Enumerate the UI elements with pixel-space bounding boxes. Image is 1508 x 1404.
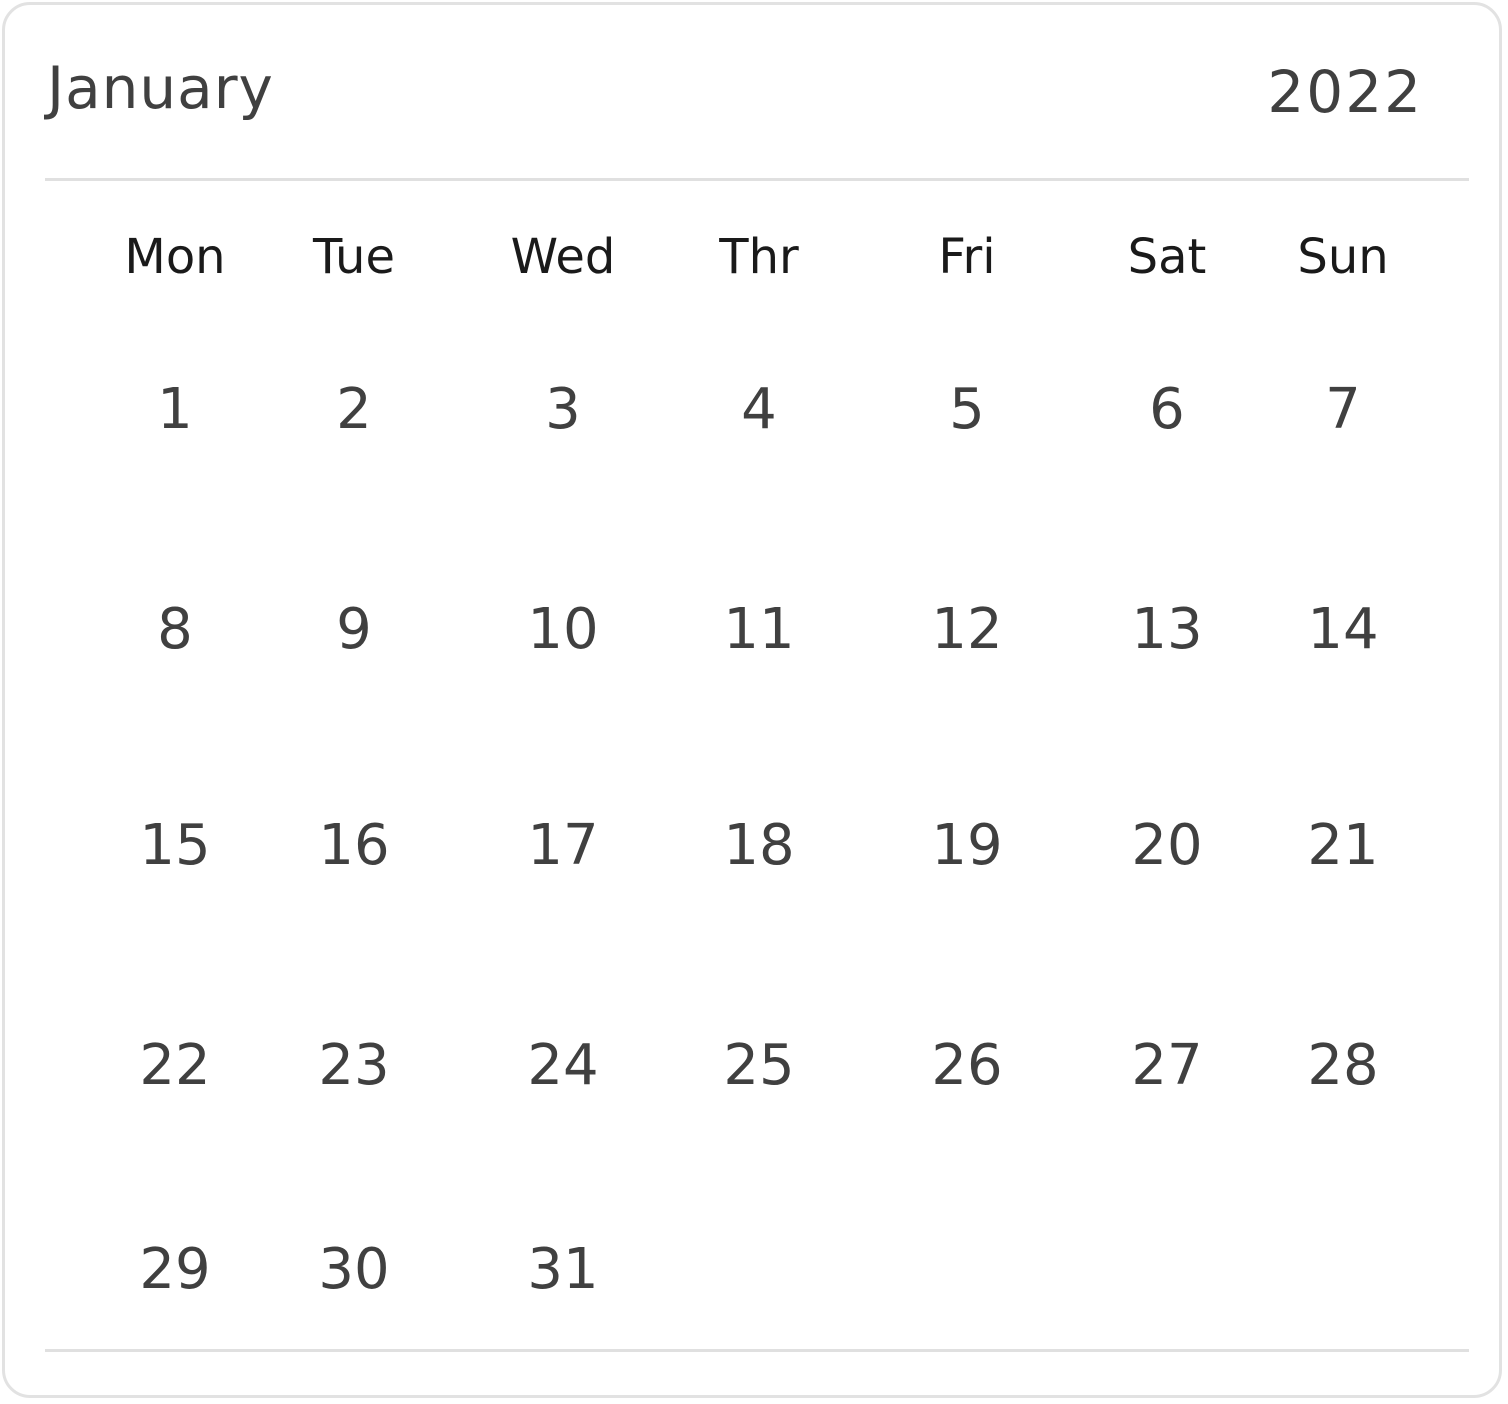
day-cell[interactable]: 16 bbox=[318, 813, 390, 878]
day-cell[interactable]: 31 bbox=[527, 1237, 599, 1302]
day-cell[interactable]: 17 bbox=[527, 813, 599, 878]
day-cell[interactable]: 3 bbox=[545, 377, 581, 442]
day-cell[interactable]: 24 bbox=[527, 1033, 599, 1098]
weekday-fri: Fri bbox=[938, 229, 996, 285]
day-cell[interactable]: 30 bbox=[318, 1237, 390, 1302]
day-cell[interactable]: 29 bbox=[139, 1237, 211, 1302]
day-cell[interactable]: 11 bbox=[723, 597, 795, 662]
day-cell[interactable]: 6 bbox=[1149, 377, 1185, 442]
day-cell[interactable]: 23 bbox=[318, 1033, 390, 1098]
day-cell[interactable]: 13 bbox=[1131, 597, 1203, 662]
day-cell[interactable]: 14 bbox=[1307, 597, 1379, 662]
day-cell[interactable]: 22 bbox=[139, 1033, 211, 1098]
day-cell[interactable]: 20 bbox=[1131, 813, 1203, 878]
day-cell[interactable]: 4 bbox=[741, 377, 777, 442]
day-cell[interactable]: 9 bbox=[336, 597, 372, 662]
day-cell[interactable]: 27 bbox=[1131, 1033, 1203, 1098]
header-divider bbox=[45, 178, 1469, 181]
weekday-wed: Wed bbox=[510, 229, 616, 285]
weekday-sun: Sun bbox=[1297, 229, 1389, 285]
year-label: 2022 bbox=[1267, 58, 1423, 126]
day-cell[interactable]: 10 bbox=[527, 597, 599, 662]
day-cell[interactable]: 28 bbox=[1307, 1033, 1379, 1098]
month-label: January bbox=[47, 54, 274, 122]
weekday-mon: Mon bbox=[124, 229, 226, 285]
day-cell[interactable]: 2 bbox=[336, 377, 372, 442]
day-cell[interactable]: 15 bbox=[139, 813, 211, 878]
weekday-thu: Thr bbox=[719, 229, 799, 285]
day-cell[interactable]: 26 bbox=[931, 1033, 1003, 1098]
weekday-sat: Sat bbox=[1127, 229, 1207, 285]
day-cell[interactable]: 18 bbox=[723, 813, 795, 878]
day-cell[interactable]: 8 bbox=[157, 597, 193, 662]
day-cell[interactable]: 1 bbox=[157, 377, 193, 442]
day-cell[interactable]: 25 bbox=[723, 1033, 795, 1098]
day-cell[interactable]: 21 bbox=[1307, 813, 1379, 878]
day-cell[interactable]: 19 bbox=[931, 813, 1003, 878]
footer-divider bbox=[45, 1349, 1469, 1352]
weekday-tue: Tue bbox=[313, 229, 395, 285]
day-cell[interactable]: 12 bbox=[931, 597, 1003, 662]
day-cell[interactable]: 5 bbox=[949, 377, 985, 442]
day-cell[interactable]: 7 bbox=[1325, 377, 1361, 442]
